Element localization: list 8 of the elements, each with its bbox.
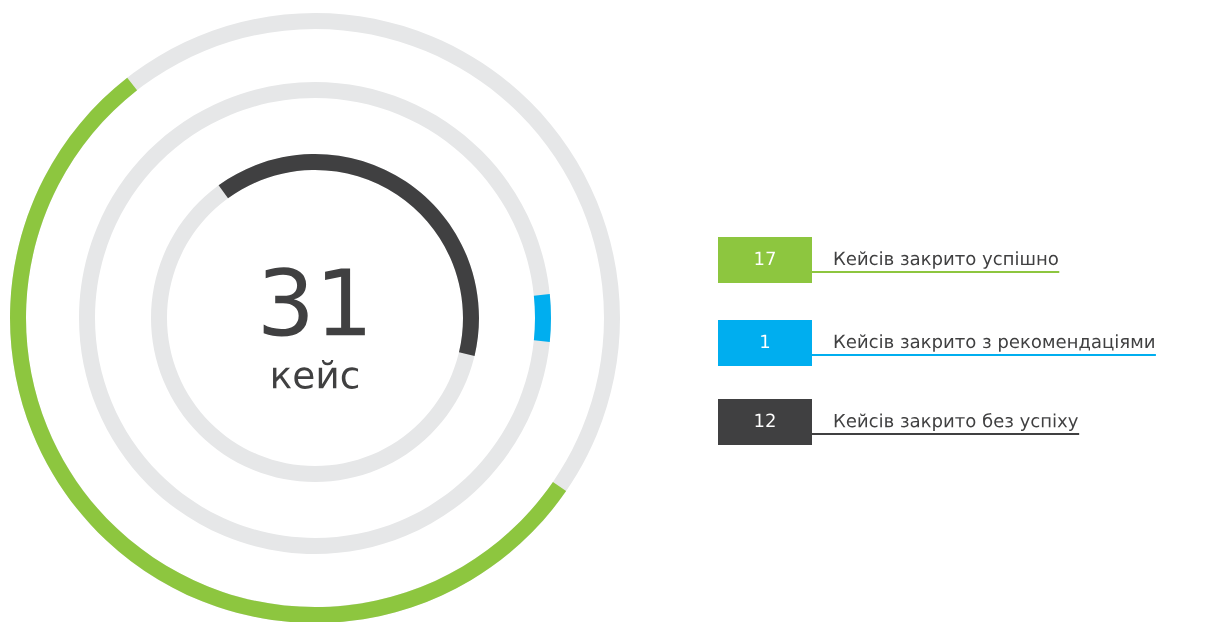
category-label: Кейсів закрито з рекомендаціями <box>834 334 1154 352</box>
text: 31 <box>263 267 365 337</box>
category-label: Кейсів закрито успішно <box>834 251 1058 269</box>
data-label: 12 <box>755 413 775 427</box>
data-label: 17 <box>755 251 775 265</box>
data-label: 1 <box>761 334 770 348</box>
category-label: Кейсів закрито без успіху <box>834 413 1078 431</box>
text: кейс <box>273 360 359 389</box>
